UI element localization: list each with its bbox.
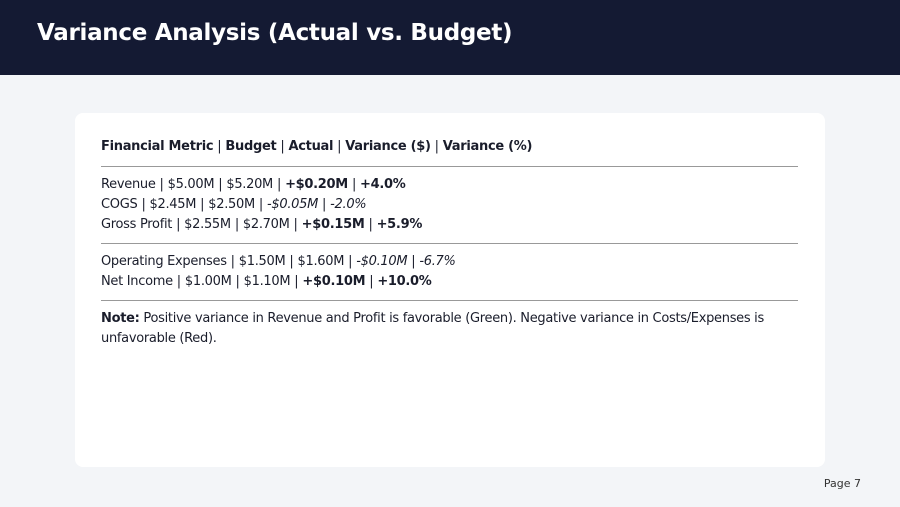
- cell: -$0.10M: [356, 254, 408, 269]
- separator: |: [289, 254, 294, 269]
- row-group: Operating Expenses | $1.50M | $1.60M | -$0.10M…: [101, 252, 798, 301]
- cell: $1.60M: [297, 254, 345, 269]
- separator: |: [351, 177, 357, 192]
- page-number: Page 7: [823, 477, 861, 490]
- cell: +5.9%: [376, 217, 423, 232]
- row: Revenue | $5.00M | $5.20M | +$0.20M | +4.0%: [101, 175, 798, 195]
- separator: |: [411, 254, 416, 269]
- row-group: Revenue | $5.00M | $5.20M | +$0.20M | +4.0% COGS |…: [101, 175, 798, 244]
- separator: |: [141, 197, 146, 212]
- cell: Variance ($): [345, 139, 431, 154]
- separator: |: [368, 217, 373, 232]
- separator: |: [322, 197, 327, 212]
- row: Gross Profit | $2.55M | $2.70M | +$0.15M | +5.9%: [101, 215, 798, 235]
- separator: |: [294, 274, 299, 289]
- cell: Revenue: [101, 177, 156, 192]
- separator: |: [369, 274, 374, 289]
- separator: |: [258, 197, 263, 212]
- cell: $5.20M: [226, 177, 273, 192]
- separator: |: [280, 139, 285, 154]
- note-label: Note:: [101, 311, 140, 326]
- separator: |: [218, 177, 223, 192]
- cell: -$0.05M: [267, 197, 319, 212]
- header-bar: Variance Analysis (Actual vs. Budget): [0, 0, 900, 75]
- cell: Financial Metric: [101, 139, 214, 154]
- cell: +$0.10M: [302, 274, 366, 289]
- separator: |: [337, 139, 342, 154]
- table: Financial Metric | Budget | Actual | Variance …: [101, 137, 798, 349]
- note: Note: Positive variance in Revenue and P…: [101, 309, 798, 349]
- note-text: Positive variance in Revenue and Profit …: [101, 311, 764, 346]
- cell: Actual: [288, 139, 334, 154]
- separator: |: [276, 177, 282, 192]
- separator: |: [235, 274, 240, 289]
- title: Variance Analysis (Actual vs. Budget): [37, 20, 513, 46]
- cell: +$0.20M: [285, 177, 348, 192]
- cell: $2.70M: [242, 217, 290, 232]
- separator: |: [200, 197, 205, 212]
- cell: $2.50M: [208, 197, 255, 212]
- cell: +10.0%: [377, 274, 432, 289]
- separator: |: [159, 177, 164, 192]
- card: Financial Metric | Budget | Actual | Variance …: [75, 113, 825, 467]
- cell: $2.55M: [184, 217, 231, 232]
- cell: $1.50M: [238, 254, 286, 269]
- row: COGS | $2.45M | $2.50M | -$0.05M | -2.0%: [101, 195, 798, 215]
- separator: |: [234, 217, 239, 232]
- cell: $2.45M: [149, 197, 197, 212]
- cell: Budget: [225, 139, 277, 154]
- separator: |: [176, 274, 181, 289]
- separator: |: [176, 217, 181, 232]
- cell: -2.0%: [330, 197, 367, 212]
- cell: Gross Profit: [101, 217, 173, 232]
- separator: |: [217, 139, 222, 154]
- cell: +4.0%: [360, 177, 406, 192]
- cell: -6.7%: [419, 254, 456, 269]
- row: Net Income | $1.00M | $1.10M | +$0.10M | +10.0%: [101, 272, 798, 292]
- cell: $5.00M: [167, 177, 215, 192]
- row: Financial Metric | Budget | Actual | Variance …: [101, 137, 798, 167]
- cell: COGS: [101, 197, 138, 212]
- separator: |: [293, 217, 298, 232]
- cell: $1.00M: [184, 274, 232, 289]
- cell: +$0.15M: [301, 217, 365, 232]
- cell: Net Income: [101, 274, 173, 289]
- cell: Operating Expenses: [101, 254, 227, 269]
- separator: |: [434, 139, 439, 154]
- cell: $1.10M: [243, 274, 291, 289]
- separator: |: [348, 254, 353, 269]
- cell: Variance (%): [442, 139, 533, 154]
- separator: |: [230, 254, 235, 269]
- row: Operating Expenses | $1.50M | $1.60M | -$0.10M…: [101, 252, 798, 272]
